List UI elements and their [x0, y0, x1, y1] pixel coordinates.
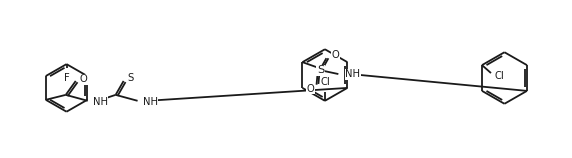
Text: O: O — [307, 84, 315, 94]
Text: O: O — [331, 50, 339, 60]
Text: NH: NH — [345, 69, 360, 79]
Text: NH: NH — [142, 97, 157, 107]
Text: Cl: Cl — [320, 77, 330, 87]
Text: S: S — [317, 65, 324, 75]
Text: F: F — [63, 73, 69, 83]
Text: NH: NH — [93, 97, 108, 107]
Text: S: S — [128, 73, 134, 83]
Text: Cl: Cl — [495, 71, 505, 81]
Text: O: O — [80, 74, 88, 84]
